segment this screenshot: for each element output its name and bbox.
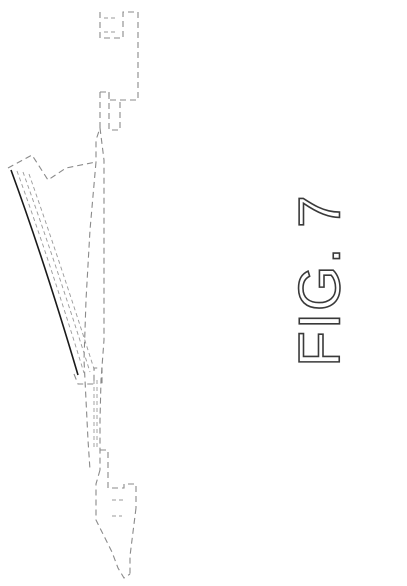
upper-neck	[96, 92, 120, 162]
main-body	[84, 128, 104, 470]
figure-label: FIG. 7	[287, 193, 354, 366]
lower-foot	[96, 450, 136, 578]
top-tab	[100, 12, 138, 100]
curved-blade	[8, 155, 102, 384]
